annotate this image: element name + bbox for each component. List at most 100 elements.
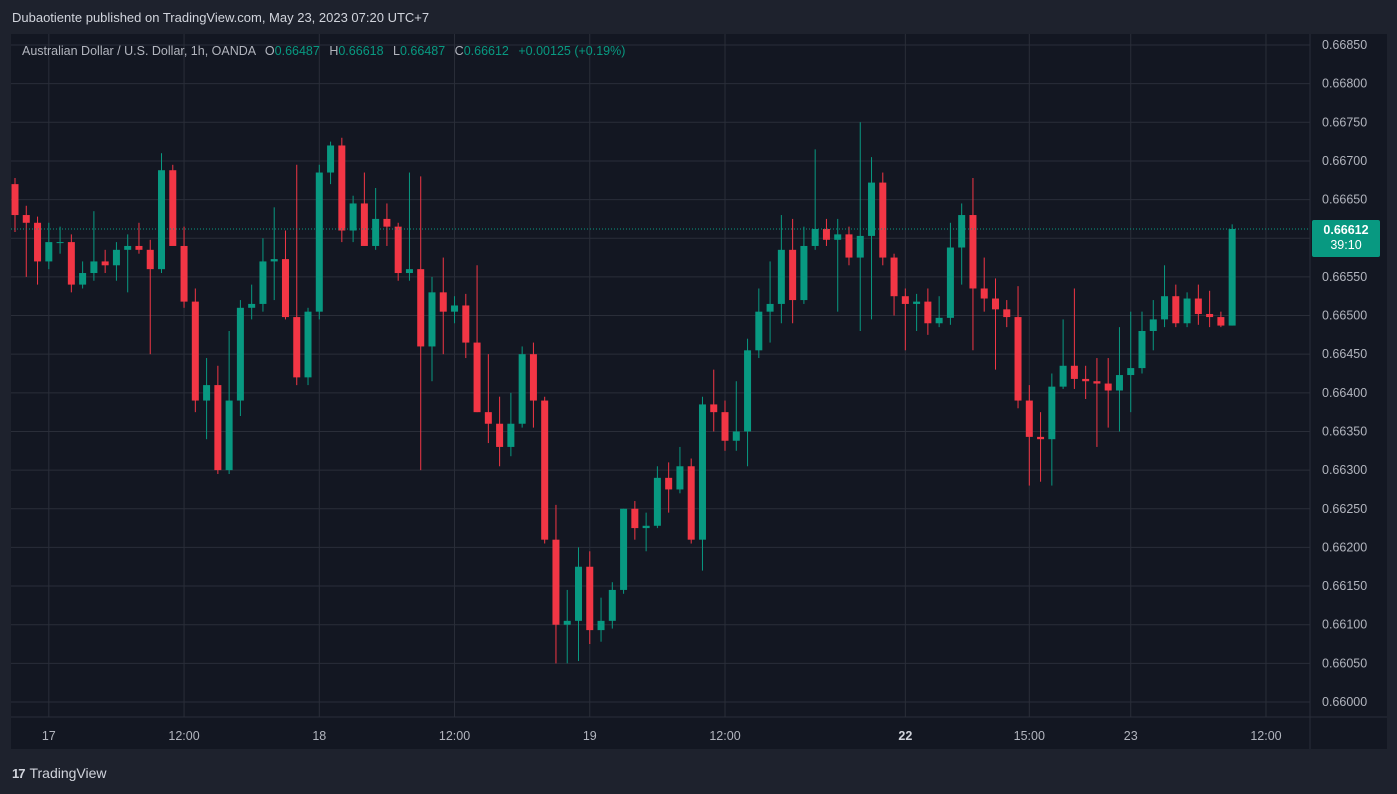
candle-body	[45, 242, 53, 262]
candle-down	[1206, 290, 1214, 328]
high-value: 0.66618	[338, 44, 384, 58]
last-price-label: 0.66612 39:10	[1312, 220, 1380, 257]
candle-body	[203, 385, 211, 401]
candle-body	[451, 305, 459, 312]
candle-body	[811, 228, 819, 246]
candle-up	[868, 157, 876, 320]
price-tick-label: 0.66050	[1322, 656, 1367, 670]
candle-body	[225, 400, 233, 471]
candle-down	[710, 369, 718, 432]
candle-body	[394, 226, 402, 274]
time-tick-label: 12:00	[709, 729, 740, 743]
candle-up	[744, 338, 752, 467]
candle-up	[79, 261, 87, 289]
candle-body	[676, 466, 684, 490]
candle-body	[1014, 317, 1022, 401]
candle-down	[293, 164, 301, 386]
candle-body	[766, 303, 774, 312]
candle-up	[405, 172, 413, 281]
candle-body	[56, 242, 64, 244]
candle-up	[766, 261, 774, 343]
candle-body	[1070, 365, 1078, 379]
candle-body	[732, 431, 740, 441]
price-tick-label: 0.66000	[1322, 695, 1367, 709]
time-tick-label: 17	[42, 729, 56, 743]
candle-down	[969, 177, 977, 351]
price-tick-label: 0.66250	[1322, 502, 1367, 516]
candle-up	[90, 211, 98, 281]
candle-body	[856, 235, 864, 258]
candle-body	[901, 296, 909, 304]
candle-down	[529, 342, 537, 428]
candle-body	[563, 620, 571, 625]
price-tick-label: 0.66650	[1322, 193, 1367, 207]
candle-body	[417, 269, 425, 347]
candle-body	[913, 301, 921, 304]
candle-body	[124, 245, 132, 250]
candle-body	[1115, 375, 1123, 391]
candle-down	[890, 253, 898, 316]
candle-up	[236, 300, 244, 417]
candle-body	[259, 261, 267, 304]
candle-body	[969, 215, 977, 289]
candle-up	[428, 276, 436, 382]
candle-body	[22, 215, 30, 223]
candle-up	[372, 187, 380, 250]
candle-body	[484, 412, 492, 424]
candle-down	[1014, 286, 1022, 409]
candle-down	[22, 205, 30, 277]
time-tick-label: 12:00	[168, 729, 199, 743]
candle-up	[935, 296, 943, 328]
candle-body	[631, 508, 639, 529]
candle-body	[1149, 319, 1157, 331]
candle-up	[1138, 311, 1146, 374]
candle-body	[383, 218, 391, 227]
candle-body	[372, 218, 380, 246]
candle-up	[811, 149, 819, 250]
candle-down	[1037, 412, 1045, 482]
candle-body	[1172, 296, 1180, 324]
time-tick-label: 12:00	[1250, 729, 1281, 743]
candle-up	[1127, 311, 1135, 413]
candle-down	[1104, 358, 1112, 428]
candle-down	[484, 354, 492, 444]
candle-body	[327, 145, 335, 173]
header-bar: Dubaotiente published on TradingView.com…	[0, 0, 1397, 34]
candle-body	[360, 203, 368, 246]
candle-body	[541, 400, 549, 540]
time-axis: 17 12:00 18 12:00 19 12:00 22 15:00 23 12:00	[11, 716, 1387, 743]
candle-down	[901, 288, 909, 351]
candle-up	[642, 512, 650, 552]
candle-body	[101, 261, 109, 266]
symbol-title: Australian Dollar / U.S. Dollar, 1h, OAN…	[22, 44, 256, 58]
time-tick-label: 23	[1124, 729, 1138, 743]
candle-up	[1115, 327, 1123, 432]
candle-body	[191, 301, 199, 401]
candle-down	[1172, 284, 1180, 328]
candle-body	[1217, 317, 1225, 326]
candle-body	[1206, 313, 1214, 318]
candle-up	[958, 203, 966, 285]
candle-up	[698, 396, 706, 571]
low-value: 0.66487	[399, 44, 446, 58]
candle-down	[1093, 358, 1101, 447]
candle-down	[541, 396, 549, 544]
price-tick-label: 0.66500	[1322, 309, 1367, 323]
candle-body	[946, 247, 954, 318]
candle-up	[259, 238, 267, 312]
candle-down	[11, 177, 19, 233]
candle-up	[56, 226, 64, 254]
candle-down	[281, 230, 289, 320]
candle-up	[1161, 265, 1169, 328]
candle-up	[563, 589, 571, 664]
candle-up	[349, 195, 357, 243]
candle-down	[214, 365, 222, 474]
tradingview-logo[interactable]: 17 TradingView	[12, 765, 107, 781]
candle-down	[1217, 311, 1225, 328]
candle-body	[1194, 298, 1202, 314]
candle-up	[856, 122, 864, 331]
candle-body	[270, 259, 278, 262]
candle-down	[67, 234, 75, 293]
open-label: O	[264, 44, 275, 58]
